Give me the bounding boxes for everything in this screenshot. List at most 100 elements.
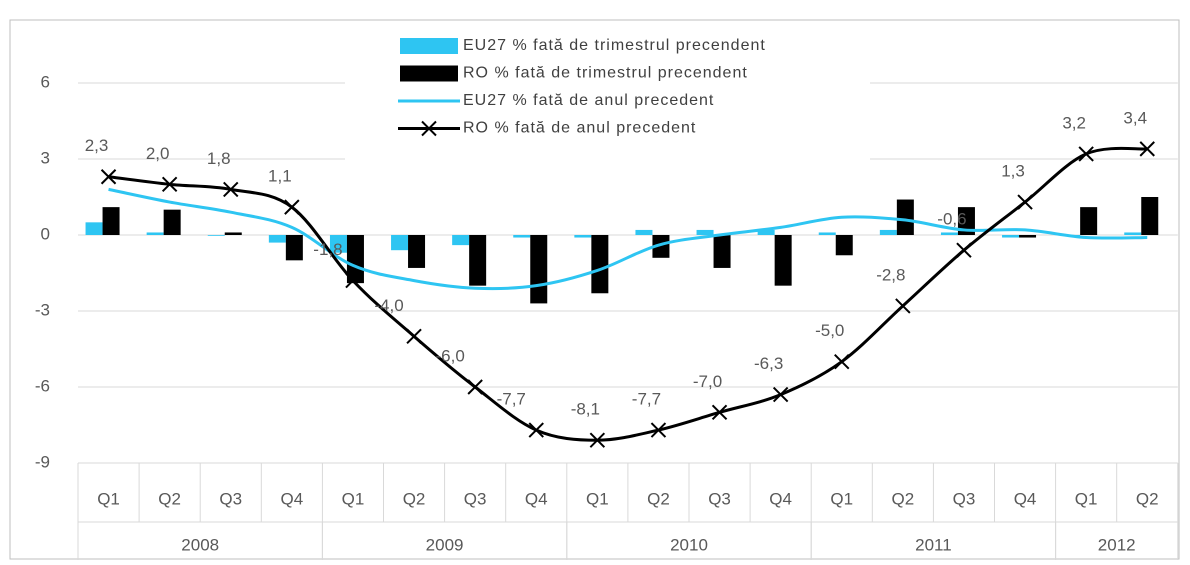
marker: [406, 328, 422, 345]
legend-label: EU27 % fată de anul precedent: [463, 92, 714, 109]
marker: [772, 386, 789, 403]
marker: [284, 199, 300, 215]
bar: [207, 235, 225, 236]
y-tick-label: -6: [35, 376, 50, 395]
bar: [346, 235, 364, 284]
bar: [652, 235, 670, 258]
marker: [100, 169, 117, 185]
data-label: -7,7: [497, 390, 526, 409]
x-tick-label: Q2: [158, 489, 181, 508]
bar: [940, 232, 958, 235]
legend-swatch: [400, 38, 458, 54]
data-label: -6,3: [754, 354, 783, 373]
legend: EU27 % fată de trimestrul precendent RO %…: [345, 32, 870, 166]
legend-label: RO % fată de trimestrul precendent: [463, 65, 748, 82]
bar: [1124, 232, 1142, 235]
bar: [835, 235, 853, 256]
line: [108, 187, 1148, 291]
bar: [102, 207, 120, 235]
bar: [469, 235, 487, 286]
data-label: -8,1: [571, 400, 600, 419]
bar: [696, 229, 714, 235]
marker: [223, 181, 239, 198]
x-tick-label: Q4: [281, 489, 304, 508]
x-tick-label: Q2: [892, 489, 915, 508]
legend-swatch: [400, 65, 458, 82]
bar: [757, 229, 775, 235]
data-label: -4,0: [374, 296, 403, 315]
bar: [635, 229, 653, 235]
data-label: 3,2: [1062, 113, 1086, 132]
bar: [163, 209, 181, 235]
marker: [161, 176, 178, 193]
data-label: 1,8: [207, 149, 231, 168]
legend-label: EU27 % fată de trimestrul precendent: [463, 37, 766, 54]
marker: [1139, 141, 1155, 157]
data-label: -7,0: [693, 372, 722, 391]
x-group-label: 2010: [670, 535, 708, 554]
marker: [589, 432, 606, 448]
x-tick-label: Q4: [1014, 489, 1037, 508]
marker: [650, 422, 667, 438]
marker: [834, 353, 850, 370]
bar: [1002, 235, 1020, 238]
data-label: -5,0: [815, 321, 844, 340]
data-label: -1,8: [313, 240, 342, 259]
x-tick-label: Q4: [769, 489, 792, 508]
data-label: 1,1: [268, 167, 292, 186]
legend-box: [345, 32, 870, 166]
data-label: 3,4: [1123, 108, 1147, 127]
bar: [1019, 235, 1037, 238]
marker: [467, 379, 483, 395]
legend-marker: [421, 120, 437, 137]
bar: [329, 235, 347, 253]
marker: [956, 242, 972, 258]
bar: [818, 232, 836, 235]
x-group-label: 2009: [426, 535, 464, 554]
marker: [895, 298, 911, 314]
bar: [957, 207, 975, 235]
x-group-label: 2011: [915, 535, 952, 554]
marker: [528, 422, 544, 438]
bar: [452, 235, 470, 246]
x-tick-label: Q3: [464, 489, 487, 508]
grid: -9 -6 -3 0 3 6 Q1 Q2 Q3 Q4 Q1 Q2 Q3 Q4 Q1 Q2 Q3 Q4 Q1 Q2 Q3 Q…: [35, 72, 1179, 560]
bar: [146, 232, 164, 235]
marker: [1017, 194, 1033, 210]
y-tick-label: 6: [41, 72, 50, 91]
bar: [391, 235, 409, 251]
bar: [574, 235, 592, 238]
bar: [408, 235, 426, 268]
bar: [85, 222, 103, 235]
x-tick-label: Q2: [647, 489, 670, 508]
bar: [591, 235, 609, 294]
marker: [1078, 146, 1094, 162]
data-label: 1,3: [1001, 162, 1025, 181]
x-tick-label: Q3: [708, 489, 731, 508]
x-group-label: 2012: [1098, 535, 1136, 554]
data-label: -6,0: [436, 346, 465, 365]
x-tick-label: Q1: [342, 489, 365, 508]
marks: 2,3 2,0 1,8 1,1 -1,8 -4,0 -6,0 -7,7 -8,1 -7,7 -7,0…: [85, 108, 1159, 448]
data-label: 2,0: [146, 144, 170, 163]
x-tick-label: Q2: [1136, 489, 1159, 508]
data-label: -7,7: [632, 390, 661, 409]
legend-label: RO % fată de anul precedent: [463, 120, 696, 137]
marker: [345, 272, 361, 289]
data-label: 2,3: [85, 136, 109, 155]
x-tick-label: Q1: [1075, 489, 1098, 508]
bar: [530, 235, 548, 304]
bar: [1141, 197, 1159, 235]
x-tick-label: Q3: [953, 489, 976, 508]
x-group-label: 2008: [181, 535, 219, 554]
bar: [879, 229, 897, 235]
bar: [713, 235, 731, 268]
x-tick-label: Q4: [525, 489, 548, 508]
bar: [513, 235, 531, 238]
x-tick-label: Q3: [219, 489, 242, 508]
y-tick-label: -3: [35, 300, 50, 319]
marker: [711, 404, 728, 421]
data-label: -0,6: [937, 210, 966, 229]
bar: [285, 235, 303, 261]
